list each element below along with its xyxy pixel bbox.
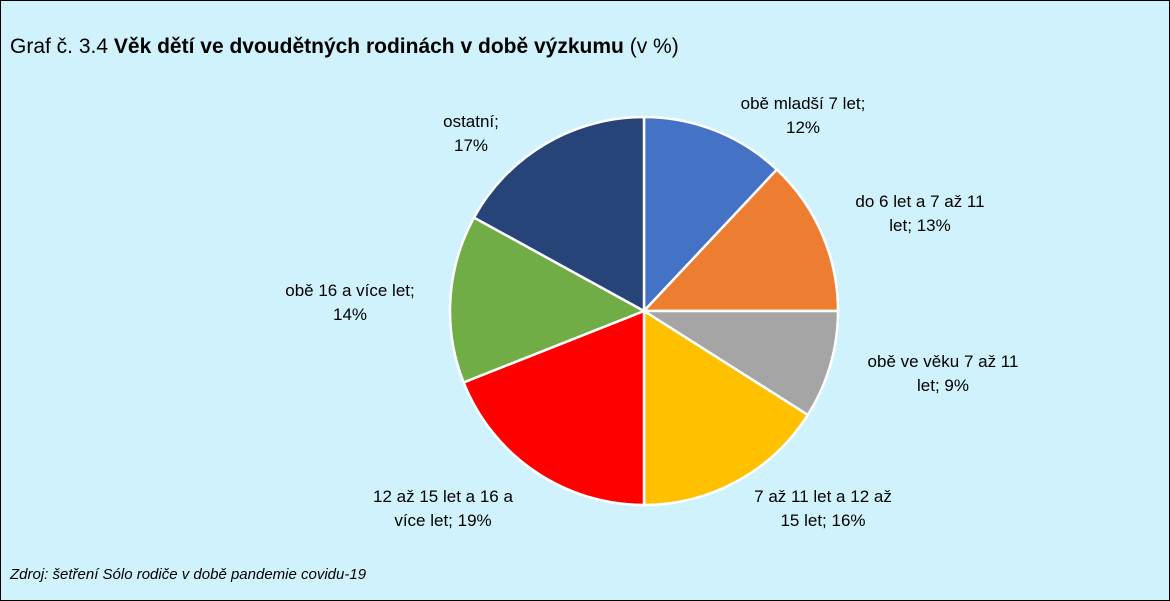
slice-value: 14% [332,305,368,324]
slice-category: do 6 let a 7 až 11 let; [855,192,985,235]
slice-value: 17% [453,136,489,155]
slice-label: obě 16 a více let; 14% [275,279,425,327]
title-text: Věk dětí ve dvoudětných rodinách v době … [113,35,624,58]
slice-category: obě ve věku 7 až 11 let; [867,352,1019,395]
slice-category: 12 až 15 let a 16 a více let; [373,487,513,530]
slice-value: 12% [785,118,821,137]
slice-label: obě mladší 7 let; 12% [728,92,878,140]
slice-value: 16% [831,511,866,530]
slice-category: ostatní; [443,112,499,131]
slice-value: 13% [916,216,951,235]
pie-slice [462,309,646,507]
slice-label: ostatní; 17% [431,110,511,158]
slice-category: obě mladší 7 let; [740,94,866,113]
slice-category: obě 16 a více let; [285,281,415,300]
title-unit: (v %) [629,35,679,58]
slice-value: 19% [457,511,492,530]
pie-slice [642,309,810,507]
pie-slice [642,309,840,417]
chart-title: Graf č. 3.4 Věk dětí ve dvoudětných rodi… [10,35,679,59]
title-number: Graf č. 3.4 [10,35,109,58]
slice-label: obě ve věku 7 až 11 let; 9% [861,350,1026,398]
slice-label: do 6 let a 7 až 11 let; 13% [845,190,995,238]
pie-slice [642,115,779,313]
pie-slice [642,168,840,313]
slice-value: 9% [944,376,969,395]
pie-slice [448,216,646,384]
slice-category: 7 až 11 let a 12 až 15 let; [754,487,892,530]
pie-slice [472,115,646,313]
slice-label: 12 až 15 let a 16 a více let; 19% [363,485,523,533]
source: Zdroj: šetření Sólo rodiče v době pandem… [10,566,367,583]
slice-label: 7 až 11 let a 12 až 15 let; 16% [743,485,903,533]
